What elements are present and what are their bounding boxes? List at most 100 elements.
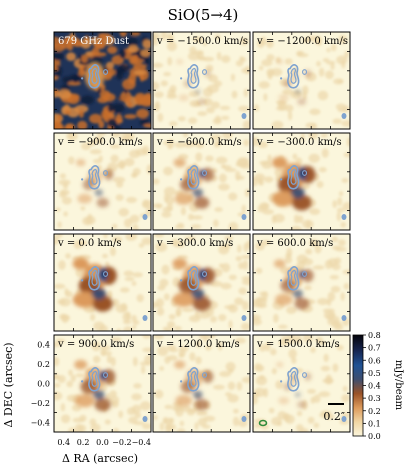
dust-contour-inner (91, 168, 98, 185)
x-tick-label: −0.4 (132, 438, 151, 447)
dust-contour-inner (91, 370, 98, 387)
beam-ellipse (241, 214, 247, 220)
x-tick-label: 0.4 (57, 438, 70, 447)
beam-ellipse (142, 416, 148, 422)
dust-contour-outer (88, 367, 101, 392)
dust-contour-outer (187, 64, 200, 89)
panel-velocity-label: 679 GHz Dust (58, 36, 129, 47)
dust-contour-inner (91, 67, 98, 84)
beam-ellipse (142, 214, 148, 220)
dust-contour-knot (103, 372, 109, 378)
x-tick-label: 0.0 (96, 438, 109, 447)
dust-contour-inner (190, 269, 197, 286)
colorbar-tick-label: 0.2 (368, 407, 381, 416)
panel-frame (53, 334, 152, 433)
dust-contour-dot (280, 380, 283, 383)
dust-contour-dot (180, 178, 183, 181)
dust-contour-dot (81, 380, 84, 383)
beam-ellipse (241, 315, 247, 321)
figure-title: SiO(5→4) (168, 6, 239, 24)
dust-contour-outer (187, 367, 200, 392)
y-tick-label: 0.2 (37, 360, 50, 369)
dust-contour-knot (202, 69, 208, 75)
sio-emission (174, 360, 214, 411)
channel-panel: v = −300.0 km/s (252, 132, 351, 231)
dust-contour-knot (302, 372, 308, 378)
dust-contour-knot (103, 170, 109, 176)
dust-contour-outer (187, 266, 200, 291)
x-tick-labels: 0.4 0.2 0.0 −0.2 −0.4 (57, 438, 151, 447)
panel-velocity-label: v = 600.0 km/s (256, 238, 333, 249)
dust-contour-dot (280, 279, 283, 282)
dust-contour-knot (103, 69, 109, 75)
panel-frame (152, 334, 251, 433)
channel-panel: v = 1200.0 km/s (152, 334, 251, 433)
dust-contour-knot (103, 271, 109, 277)
dust-contour-inner (290, 269, 297, 286)
scale-bar-label: 0.2″ (323, 410, 345, 423)
colorbar-tick-label: 0.1 (368, 419, 381, 428)
colorbar-tick-label: 0.7 (368, 344, 381, 353)
dust-contour-outer (88, 64, 101, 89)
colorbar-tick-label: 0.0 (368, 432, 381, 441)
panel-frame (252, 132, 351, 231)
panel-velocity-label: v = −1200.0 km/s (256, 36, 348, 47)
panel-frame (53, 132, 152, 231)
dust-contour-knot (302, 69, 308, 75)
dust-contour-dot (180, 279, 183, 282)
panel-velocity-label: v = 300.0 km/s (156, 238, 233, 249)
panel-velocity-label: v = −1500.0 km/s (156, 36, 248, 47)
panel-frame (252, 334, 351, 433)
beam-ellipse (341, 315, 347, 321)
dust-contour-knot (202, 271, 208, 277)
panel-velocity-label: v = −600.0 km/s (156, 137, 242, 148)
dust-contour-dot (280, 178, 283, 181)
channel-panel: v = 600.0 km/s (252, 233, 351, 332)
colorbar-ticks: 0.0 0.1 0.2 0.3 0.4 0.5 0.6 0.7 0.8 (363, 331, 381, 441)
panel-frame (252, 31, 351, 130)
dust-core (84, 61, 105, 90)
channel-noise (153, 335, 250, 432)
beam-ellipse (341, 416, 347, 422)
colorbar-tick-label: 0.5 (368, 369, 381, 378)
dust-contour-outer (187, 165, 200, 190)
panel-frame (53, 31, 152, 130)
panel-velocity-label: v = −900.0 km/s (57, 137, 143, 148)
panel-frame (152, 132, 251, 231)
dust-contour-outer (88, 165, 101, 190)
dust-contour-dot (81, 77, 84, 80)
dust-contour-knot (302, 170, 308, 176)
channel-panel: v = 1500.0 km/s 0.2″ (252, 334, 351, 433)
dust-contour-knot (202, 170, 208, 176)
channel-noise (253, 335, 350, 432)
dust-contour-dot (180, 77, 183, 80)
dust-contour-outer (287, 64, 300, 89)
dust-contour-inner (290, 168, 297, 185)
dust-contour-dot (81, 279, 84, 282)
dust-contour-inner (91, 269, 98, 286)
dust-contour-dot (280, 77, 283, 80)
x-tick-label: −0.2 (112, 438, 131, 447)
dust-contour-inner (290, 370, 297, 387)
x-tick-label: 0.2 (77, 438, 90, 447)
channel-panel: 679 GHz Dust (53, 31, 152, 130)
panel-velocity-label: v = 900.0 km/s (57, 339, 134, 350)
beam-ellipse (341, 113, 347, 119)
dust-contour-outer (287, 367, 300, 392)
panel-grid: 679 GHz Dust v = −1500.0 km/s v = −1200.0 … (53, 31, 351, 433)
channel-panel: v = −1500.0 km/s (152, 31, 251, 130)
dust-contour-outer (287, 266, 300, 291)
dust-contour-outer (287, 165, 300, 190)
dust-contour-dot (180, 380, 183, 383)
dust-contour-dot (81, 178, 84, 181)
colorbar: 0.0 0.1 0.2 0.3 0.4 0.5 0.6 0.7 0.8 mJy/beam (352, 331, 404, 441)
y-tick-label: 0.0 (37, 380, 50, 389)
colorbar-tick-label: 0.6 (368, 356, 381, 365)
beam-ellipse (241, 416, 247, 422)
dust-contour-inner (190, 370, 197, 387)
y-tick-label: 0.4 (37, 341, 50, 350)
colorbar-tick-label: 0.3 (368, 394, 381, 403)
panel-frame (152, 233, 251, 332)
alma-beam-ellipse (258, 419, 268, 427)
